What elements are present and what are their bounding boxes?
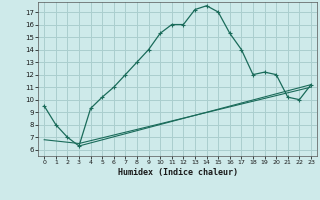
X-axis label: Humidex (Indice chaleur): Humidex (Indice chaleur) xyxy=(118,168,238,177)
